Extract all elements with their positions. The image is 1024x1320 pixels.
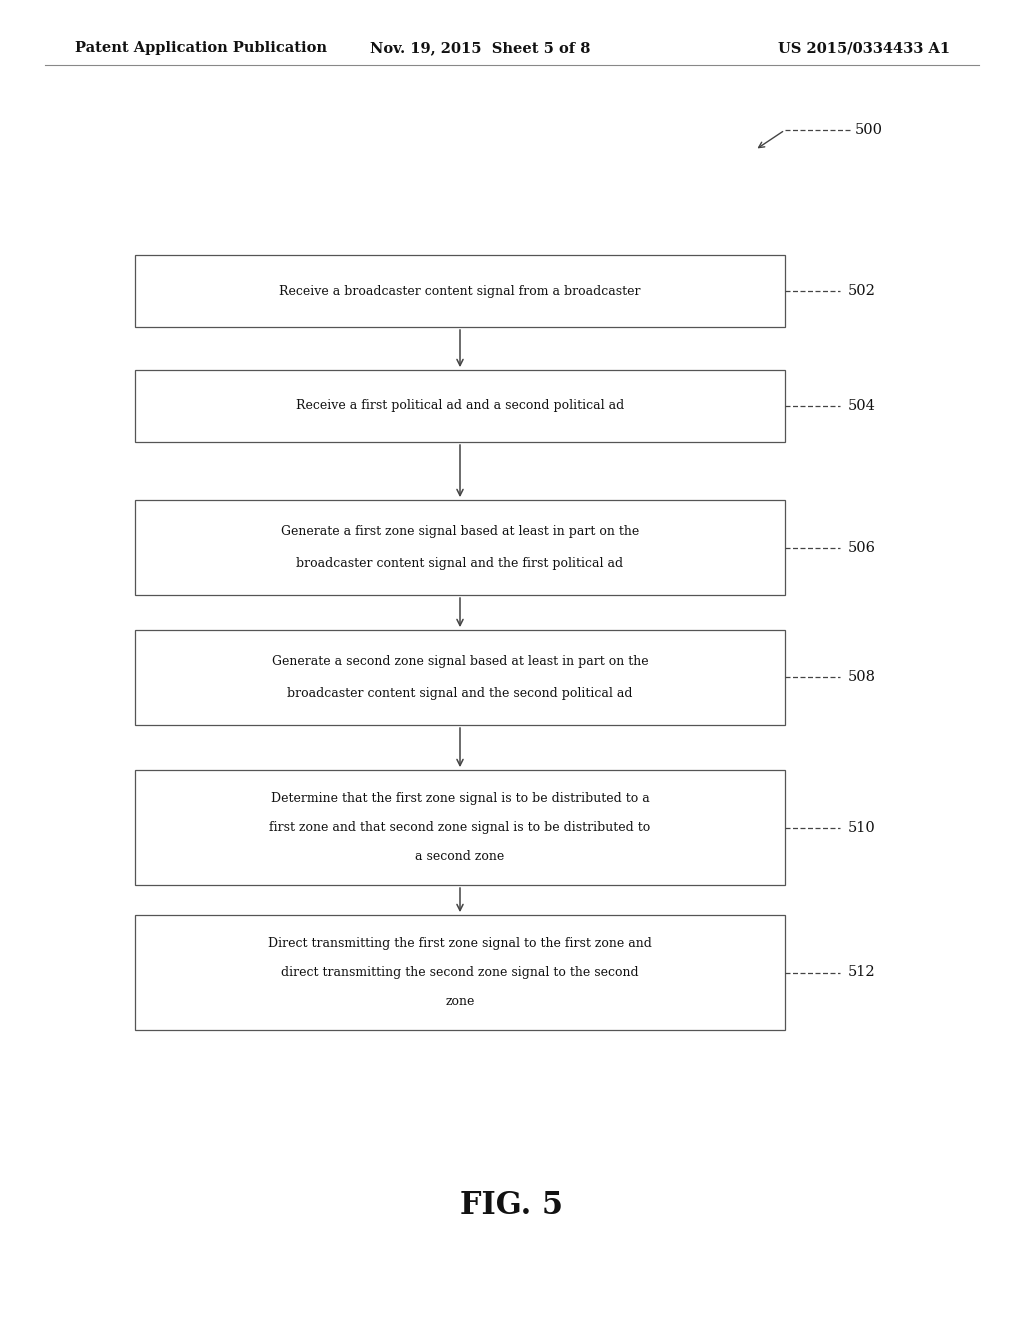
Text: FIG. 5: FIG. 5 [461, 1189, 563, 1221]
Bar [135, 770, 785, 884]
Text: Receive a broadcaster content signal from a broadcaster: Receive a broadcaster content signal fro… [280, 285, 641, 297]
Text: Direct transmitting the first zone signal to the first zone and: Direct transmitting the first zone signa… [268, 937, 652, 950]
Text: Determine that the first zone signal is to be distributed to a: Determine that the first zone signal is … [270, 792, 649, 805]
Text: zone: zone [445, 995, 475, 1007]
Text: 510: 510 [848, 821, 876, 834]
Text: broadcaster content signal and the second political ad: broadcaster content signal and the secon… [288, 686, 633, 700]
Text: 502: 502 [848, 284, 876, 298]
Text: 500: 500 [855, 123, 883, 137]
Text: Nov. 19, 2015  Sheet 5 of 8: Nov. 19, 2015 Sheet 5 of 8 [370, 41, 590, 55]
Text: Generate a first zone signal based at least in part on the: Generate a first zone signal based at le… [281, 525, 639, 539]
Text: 512: 512 [848, 965, 876, 979]
Text: US 2015/0334433 A1: US 2015/0334433 A1 [778, 41, 950, 55]
Text: 504: 504 [848, 399, 876, 413]
Text: Generate a second zone signal based at least in part on the: Generate a second zone signal based at l… [271, 655, 648, 668]
Bar [135, 500, 785, 595]
Text: 508: 508 [848, 671, 876, 685]
Bar [135, 255, 785, 327]
Text: 506: 506 [848, 540, 876, 554]
Text: direct transmitting the second zone signal to the second: direct transmitting the second zone sign… [282, 966, 639, 979]
Text: first zone and that second zone signal is to be distributed to: first zone and that second zone signal i… [269, 821, 650, 834]
Text: Patent Application Publication: Patent Application Publication [75, 41, 327, 55]
Text: Receive a first political ad and a second political ad: Receive a first political ad and a secon… [296, 400, 624, 412]
Text: broadcaster content signal and the first political ad: broadcaster content signal and the first… [296, 557, 624, 570]
Text: a second zone: a second zone [416, 850, 505, 863]
Bar [135, 630, 785, 725]
Bar [135, 915, 785, 1030]
Bar [135, 370, 785, 442]
